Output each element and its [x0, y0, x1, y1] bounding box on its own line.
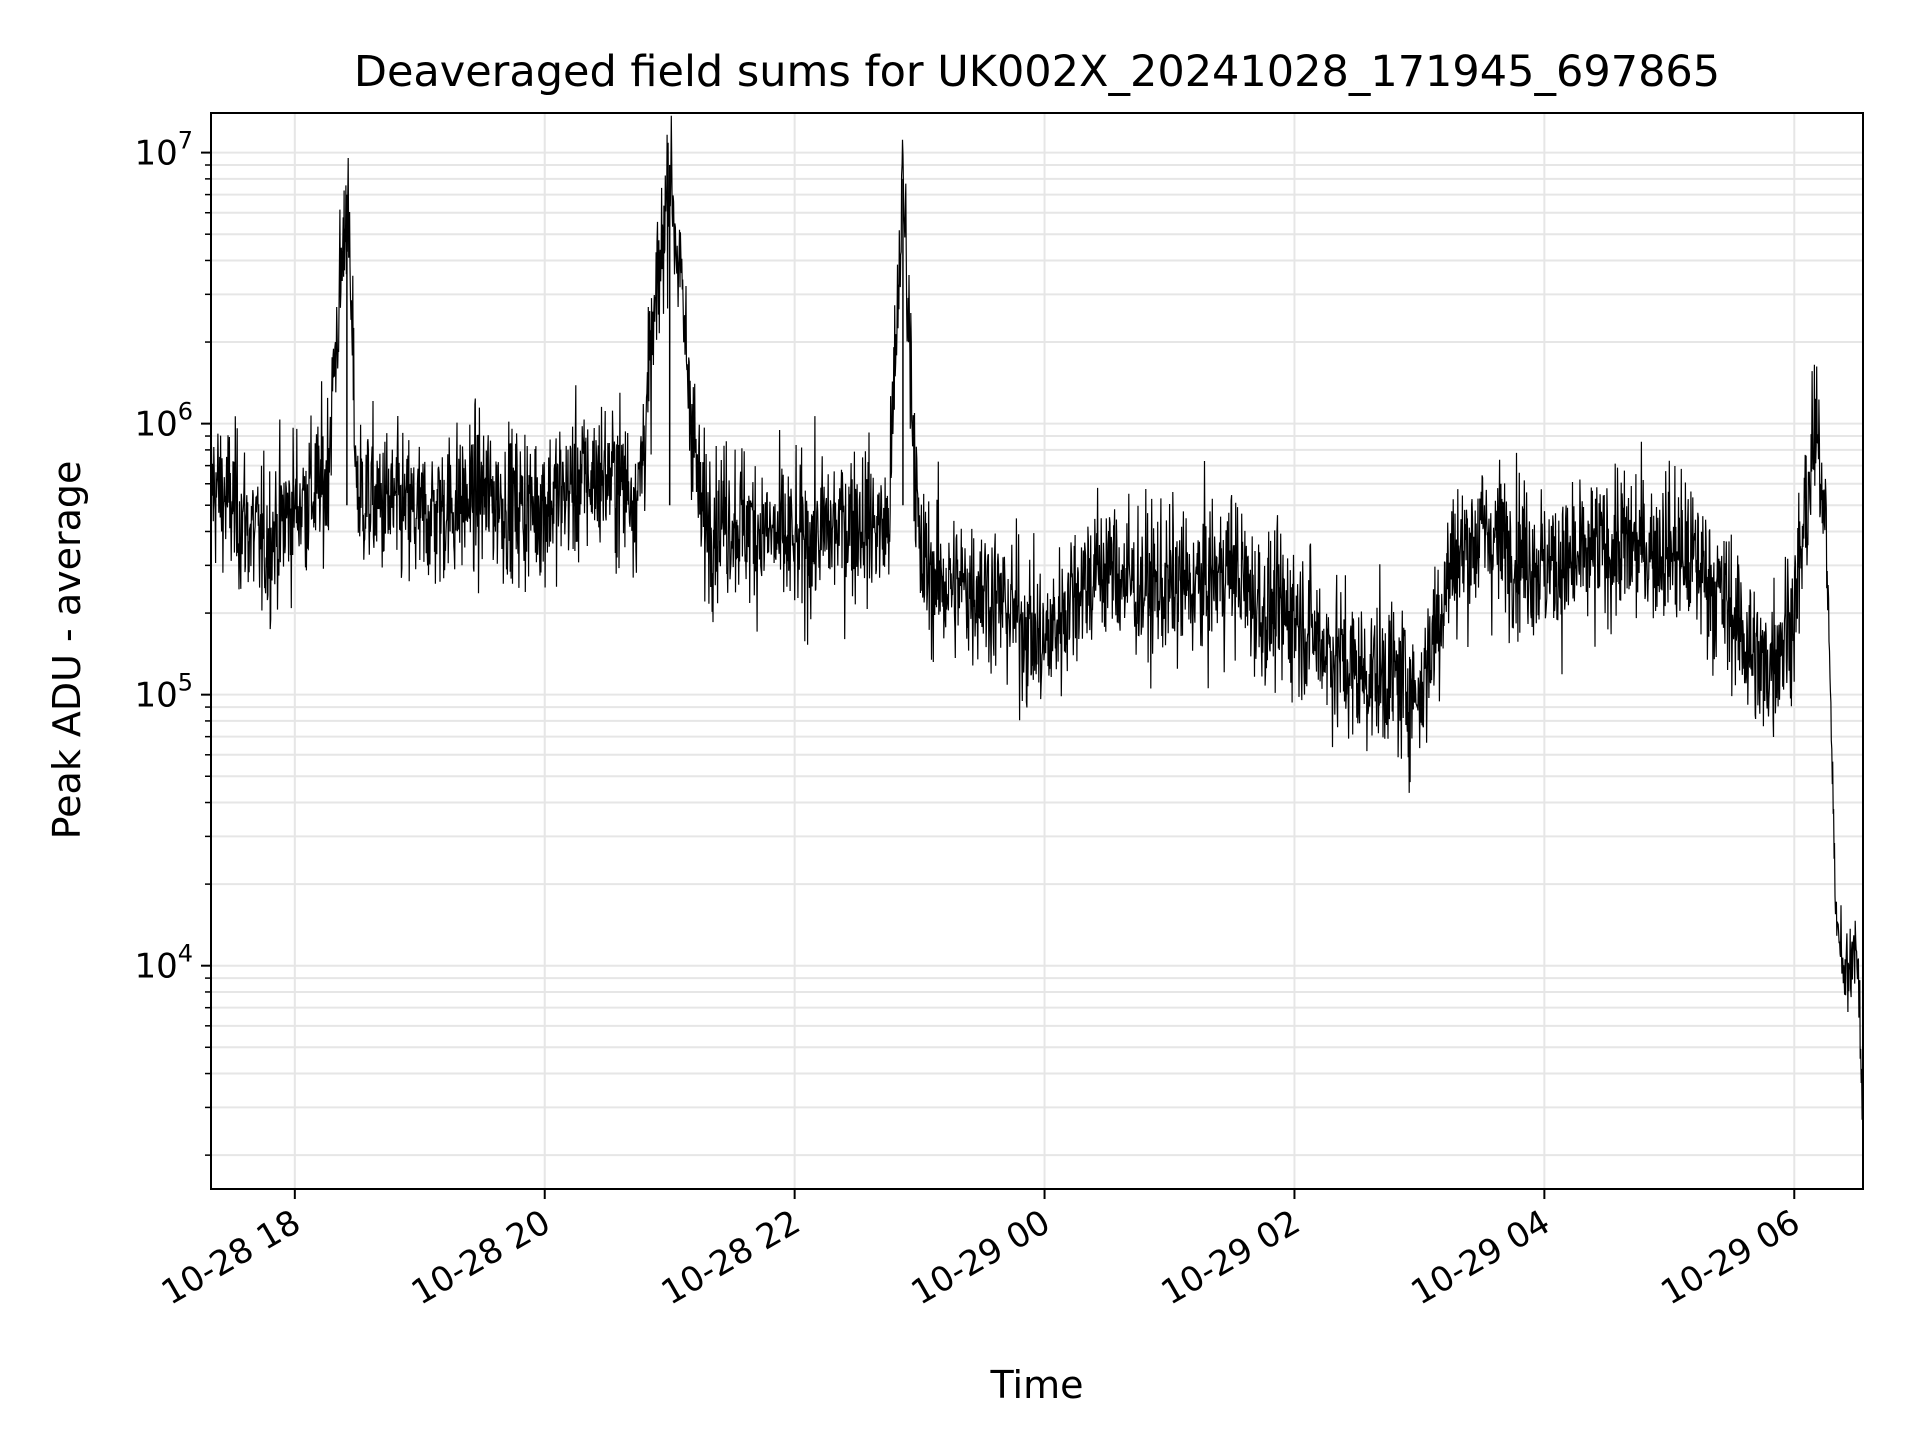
y-tick-label: 107: [134, 127, 193, 174]
series-layer: [210, 115, 1864, 1120]
y-tick-label: 105: [134, 669, 193, 716]
plot-frame: [210, 112, 1864, 1190]
y-tick-label: 106: [134, 398, 193, 445]
x-axis-label: Time: [990, 1363, 1084, 1407]
y-axis-label: Peak ADU - average: [45, 461, 89, 840]
y-tick-label: 104: [134, 940, 193, 987]
series-line: [210, 115, 1864, 1120]
chart-title: Deaveraged field sums for UK002X_2024102…: [354, 47, 1720, 97]
y-axis: 104 105 106 107: [134, 127, 211, 1156]
